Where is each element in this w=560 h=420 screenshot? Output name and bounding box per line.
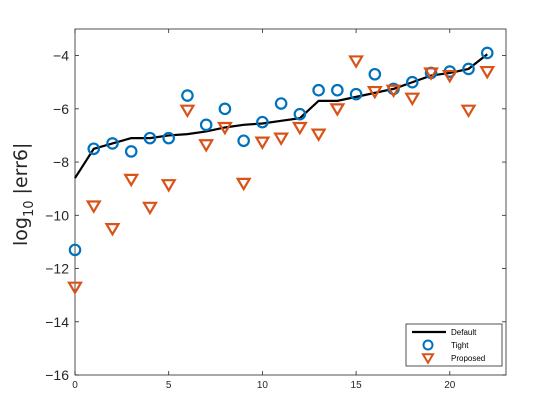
- y-tick-label: −10: [45, 207, 69, 223]
- tight-point: [462, 62, 475, 76]
- tight-point: [312, 83, 325, 97]
- axis-ticks: 0 5 10 15 20 −16 −14 −12 −10 −8 −6 −4: [45, 29, 506, 391]
- proposed-point: [216, 121, 233, 136]
- y-axis-label: log10 |err6|: [10, 143, 37, 246]
- y-tick-label: −6: [53, 101, 69, 117]
- y-tick-label: −16: [45, 367, 69, 383]
- y-tick-label: −4: [53, 48, 69, 64]
- y-tick-label: −8: [53, 154, 69, 170]
- proposed-point: [291, 121, 308, 136]
- tight-point: [68, 243, 82, 257]
- proposed-point: [460, 104, 477, 119]
- legend-label: Default: [451, 328, 477, 337]
- proposed-point: [179, 104, 196, 119]
- proposed-point: [329, 103, 346, 117]
- proposed-point: [441, 69, 458, 84]
- x-tick-label: 5: [166, 380, 172, 391]
- proposed-point: [142, 201, 158, 216]
- proposed-point: [67, 281, 83, 296]
- legend-label: Proposed: [451, 354, 485, 363]
- plot-area: [67, 46, 496, 296]
- proposed-point: [85, 200, 102, 214]
- tight-point: [199, 118, 213, 132]
- legend-label: Tight: [451, 341, 469, 350]
- proposed-point: [423, 67, 439, 81]
- proposed-point: [366, 85, 383, 100]
- tight-point: [162, 131, 175, 145]
- tight-point: [124, 145, 138, 158]
- tight-point: [274, 97, 288, 110]
- proposed-point: [123, 173, 140, 188]
- proposed-point: [404, 92, 421, 107]
- x-tick-label: 20: [444, 380, 456, 391]
- tight-point: [87, 142, 101, 156]
- tight-point: [349, 87, 363, 101]
- legend: Default Tight Proposed: [405, 323, 503, 367]
- tight-point: [331, 83, 344, 97]
- proposed-point: [160, 179, 177, 193]
- tight-point: [256, 115, 269, 129]
- tight-point: [218, 102, 232, 116]
- legend-marker-tight: [422, 339, 434, 351]
- proposed-point: [104, 223, 121, 237]
- tight-point: [406, 75, 419, 89]
- axes-frame: [74, 28, 507, 376]
- proposed-point: [273, 132, 290, 146]
- proposed-point: [235, 177, 252, 192]
- proposed-point: [254, 136, 271, 150]
- tight-point: [237, 134, 250, 148]
- tight-point: [368, 67, 382, 81]
- proposed-point: [479, 65, 496, 80]
- tight-point: [143, 131, 157, 145]
- tight-point: [106, 137, 119, 150]
- tight-point: [480, 46, 494, 60]
- x-tick-label: 15: [351, 380, 363, 391]
- proposed-point: [385, 84, 402, 99]
- proposed-point: [348, 55, 365, 69]
- tight-point: [293, 107, 307, 121]
- x-tick-label: 10: [257, 380, 269, 391]
- legend-marker-proposed: [421, 353, 435, 365]
- proposed-point: [310, 128, 327, 143]
- axes-border: [74, 28, 507, 376]
- proposed-point: [198, 139, 215, 153]
- y-tick-label: −12: [45, 261, 69, 277]
- x-tick-label: 0: [72, 380, 78, 391]
- y-axis-label-text: log10 |err6|: [10, 143, 37, 246]
- y-tick-label: −14: [45, 314, 69, 330]
- tight-point: [181, 89, 194, 102]
